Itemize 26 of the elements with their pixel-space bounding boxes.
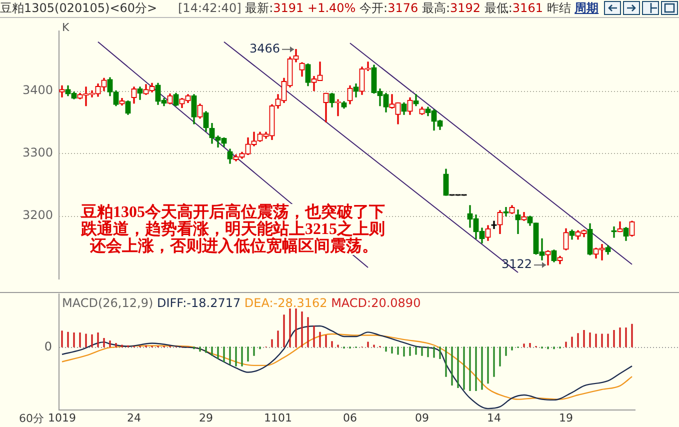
x-tick-label: 1101 — [264, 411, 292, 424]
x-tick-label: 09 — [415, 411, 429, 424]
x-tick-label: 06 — [343, 411, 357, 424]
annotation: 3466 — [249, 42, 280, 56]
chart-title: 豆粕1305(020105)<60分> — [0, 0, 158, 17]
x-tick-label: 14 — [487, 411, 501, 424]
ref-line-label: 0 — [44, 340, 52, 354]
x-tick-label: 24 — [127, 411, 141, 424]
x-tick-label: 19 — [559, 411, 573, 424]
series-label: MACD:20.0890 — [331, 296, 421, 310]
text: DIFF:-18.2717 — [156, 296, 242, 310]
chart-title: MACD(26,12,9) — [62, 296, 154, 310]
annotation: 豆粕1305今天高开后高位震荡，也突破了下 — [81, 204, 385, 221]
annotation: 还会上涨，否则进入低位宽幅区间震荡。 — [90, 238, 378, 255]
text: [14:42:40] 最新:3191 +1.40% 今开:3176 最高:3192 最低:3161 昨结 — [178, 1, 571, 15]
x-axis-title: 60分 — [18, 411, 44, 426]
y-tick-label: 3300 — [22, 146, 53, 160]
annotation: 跌通道，趋势看涨，明天能站上3215之上则 — [81, 221, 385, 238]
x-tick-label: 29 — [199, 411, 213, 424]
text: DEA:-28.3162 — [244, 296, 328, 310]
candlestick — [515, 210, 521, 234]
text: 周期 — [574, 1, 599, 15]
y-axis-title: K — [62, 21, 70, 34]
x-tick-label: 1019 — [48, 411, 76, 424]
y-tick-label: 3200 — [22, 208, 53, 222]
y-tick-label: 3400 — [22, 82, 53, 97]
